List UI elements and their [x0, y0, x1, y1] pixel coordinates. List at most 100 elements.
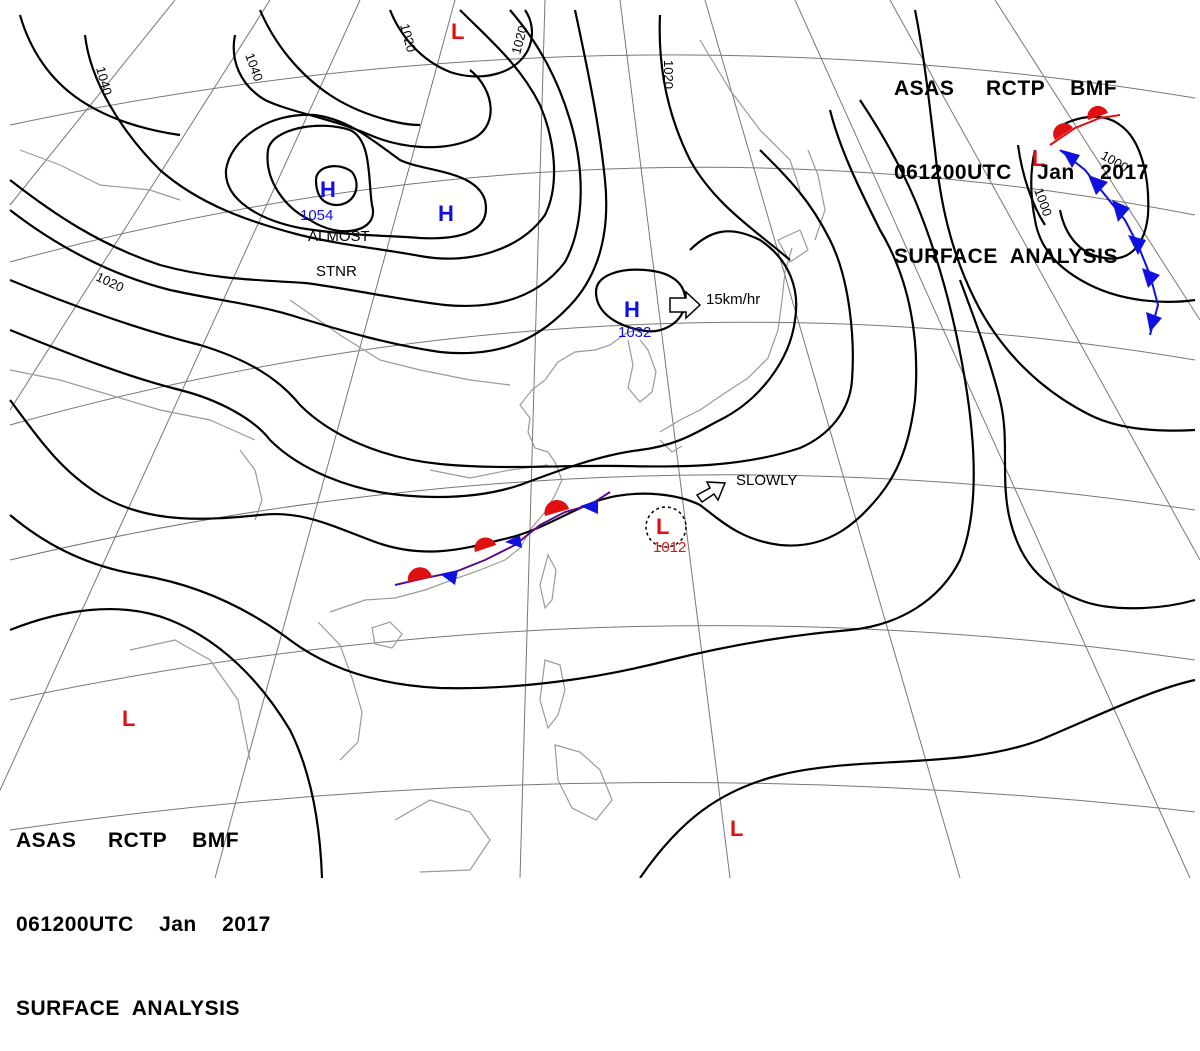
longitude-line — [994, 0, 1200, 321]
coast-taiwan — [539, 553, 557, 610]
coast-japan — [659, 247, 793, 433]
high-center-secondary-letter: H — [438, 201, 454, 226]
isobar-1012 — [9, 99, 975, 690]
isobar-1000-east — [1030, 149, 1196, 303]
low-center-east-letter: L — [1032, 146, 1045, 171]
header-agency-line: ASAS RCTP BMF — [894, 77, 1118, 100]
longitude-line — [889, 0, 1200, 561]
coast-sakhalin — [807, 149, 826, 241]
isobar-1040-north-arc — [232, 34, 492, 149]
cold-front-triangle — [440, 570, 458, 585]
cold-front-triangle — [1062, 150, 1080, 168]
isobar-label: 1040 — [242, 51, 266, 83]
isobar-label: 1040 — [93, 65, 115, 97]
header-agency-line: ASAS RCTP BMF — [16, 829, 240, 852]
cold-front-triangle — [1088, 175, 1108, 195]
coast-inland-2 — [239, 449, 263, 521]
isobar-1012-north — [658, 14, 791, 261]
low-circulation-ring — [645, 506, 687, 548]
cold-front-triangle — [1112, 200, 1130, 222]
longitude-line — [9, 0, 271, 411]
latitude-line — [9, 166, 1196, 263]
high-center-1032-letter: H — [624, 297, 640, 322]
isobar-1004-east — [913, 9, 1196, 432]
surface-analysis-chart: H 1054 ALMOST STNR H H 1032 15km/hr L 10… — [0, 0, 1200, 878]
isobar-1008-southeast — [639, 678, 1196, 878]
coast-borneo — [394, 799, 491, 873]
isobar-1040 — [83, 9, 556, 260]
latitude-line — [9, 781, 1196, 831]
isobar-1016 — [9, 109, 918, 553]
warm-front-bump — [474, 537, 496, 552]
isobars — [9, 9, 1196, 878]
latitude-line — [9, 321, 1196, 426]
latitude-line — [9, 474, 1196, 561]
warm-front-line — [1049, 114, 1121, 146]
isobar-1028 — [9, 9, 608, 355]
isobar-1008-south — [9, 607, 324, 878]
low-center-1012-value: 1012 — [653, 539, 686, 556]
isobar-1008-east — [958, 279, 1196, 610]
isobar-1044-closed — [224, 113, 488, 240]
longitude-line — [704, 0, 961, 878]
longitude-line — [9, 0, 176, 206]
warm-front-bump — [1087, 105, 1108, 120]
coast-inland-5 — [19, 149, 181, 201]
low-center-southwest-letter: L — [122, 706, 135, 731]
coast-philippines-south — [554, 744, 613, 821]
cold-front-triangle — [1128, 235, 1146, 255]
motion-arrows — [669, 290, 727, 504]
low-center-1012-motion: SLOWLY — [736, 472, 797, 489]
isobar-north-1 — [258, 9, 421, 127]
weather-map: H 1054 ALMOST STNR H H 1032 15km/hr L 10… — [0, 0, 1200, 1020]
latitude-line — [9, 625, 1196, 701]
cold-front-triangle — [505, 535, 522, 548]
pacific-fronts — [1049, 105, 1162, 336]
low-center-1012-letter: L — [656, 514, 669, 539]
isobar-1000-west-bend — [1016, 144, 1046, 226]
coast-vietnam — [317, 621, 363, 761]
header-product-line: SURFACE ANALYSIS — [16, 997, 240, 1020]
high-center-1032-motion: 15km/hr — [706, 291, 760, 308]
header-time-line: 061200UTC Jan 2017 — [894, 161, 1149, 184]
isobar-1020-main — [9, 149, 854, 469]
low-center-southeast-letter: L — [730, 816, 743, 841]
longitude-line — [0, 0, 361, 792]
low-center-north-letter: L — [451, 19, 464, 44]
coast-inland-1 — [129, 639, 251, 761]
cold-front-triangle — [1146, 312, 1162, 332]
coast-korea — [627, 339, 657, 403]
high-center-1054-value: 1054 — [300, 207, 333, 224]
cold-front-triangle — [1142, 268, 1160, 288]
chart-header-bottom: ASAS RCTP BMF 061200UTC Jan 2017 SURFACE… — [16, 771, 271, 1051]
isobar-label: 1020 — [94, 269, 127, 295]
isobar-label: 1020 — [397, 22, 419, 54]
header-time-line: 061200UTC Jan 2017 — [16, 913, 271, 936]
chart-header-top: ASAS RCTP BMF 061200UTC Jan 2017 SURFACE… — [894, 19, 1149, 299]
cold-front-line — [1059, 149, 1160, 336]
header-product-line: SURFACE ANALYSIS — [894, 245, 1118, 268]
high-center-1032-value: 1032 — [618, 324, 651, 341]
isobar-1036 — [9, 9, 582, 307]
graticule — [0, 0, 1200, 878]
isobar-1048-closed — [266, 124, 375, 233]
isobar-north-3 — [18, 14, 181, 137]
coast-inland-4 — [289, 299, 511, 386]
coast-philippines-luzon — [539, 659, 566, 730]
high-center-1054-letter: H — [320, 177, 336, 202]
stationary-front — [394, 491, 611, 586]
isobar-1052-closed — [314, 165, 358, 207]
high-center-note-line1: ALMOST — [308, 228, 370, 245]
longitude-line — [519, 0, 546, 878]
longitude-line — [619, 0, 731, 878]
coast-hainan — [371, 621, 403, 649]
motion-arrow-1032 — [669, 290, 702, 320]
longitude-line — [794, 0, 1191, 878]
cold-front-triangle — [580, 500, 598, 514]
coastlines — [9, 39, 826, 873]
coast-okhotsk — [699, 39, 801, 191]
motion-arrow-1012 — [695, 481, 727, 504]
coast-china — [329, 329, 641, 613]
warm-front-bump — [544, 499, 569, 516]
coast-inland-3 — [9, 369, 256, 441]
